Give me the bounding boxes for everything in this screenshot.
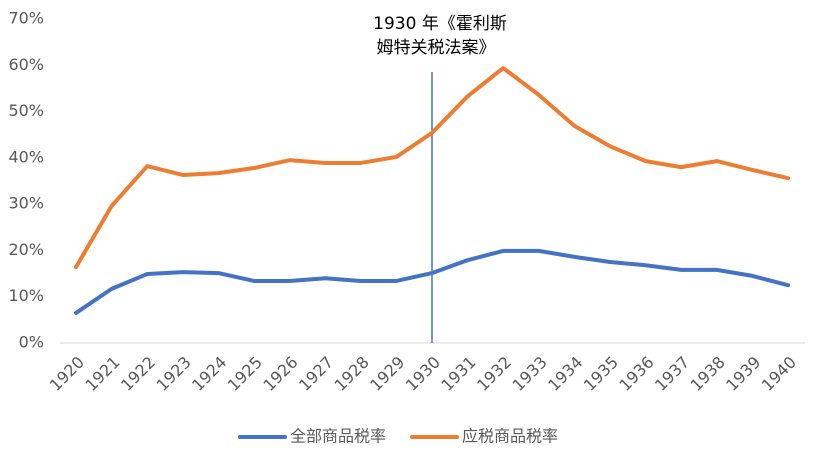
x-tick-label: 1937: [651, 353, 693, 395]
y-tick-label: 70%: [8, 9, 44, 28]
y-tick-label: 30%: [8, 194, 44, 213]
x-tick-label: 1938: [687, 353, 729, 395]
y-tick-label: 20%: [8, 240, 44, 259]
y-tick-label: 40%: [8, 147, 44, 166]
x-tick-label: 1924: [188, 353, 230, 395]
y-tick-label: 0%: [19, 333, 44, 352]
y-tick-label: 10%: [8, 286, 44, 305]
legend-label: 应税商品税率: [462, 427, 558, 446]
x-tick-label: 1928: [331, 353, 373, 395]
x-tick-label: 1926: [259, 353, 301, 395]
x-tick-label: 1931: [437, 353, 479, 395]
annotation-text: 1930 年《霍利斯: [373, 14, 507, 34]
x-tick-label: 1920: [46, 353, 88, 395]
series-line: [74, 248, 790, 315]
x-tick-label: 1930: [402, 353, 444, 395]
x-tick-label: 1932: [473, 353, 515, 395]
x-tick-label: 1921: [81, 353, 123, 395]
x-tick-label: 1939: [722, 353, 764, 395]
x-tick-label: 1934: [544, 353, 586, 395]
legend-label: 全部商品税率: [290, 427, 386, 446]
x-tick-label: 1929: [366, 353, 408, 395]
x-tick-label: 1936: [615, 353, 657, 395]
x-tick-label: 1922: [117, 353, 159, 395]
y-tick-label: 60%: [8, 55, 44, 74]
annotation-text: 姆特关税法案》: [377, 38, 496, 58]
x-tick-label: 1933: [509, 353, 551, 395]
x-tick-label: 1940: [758, 353, 800, 395]
series-line: [74, 66, 790, 270]
x-tick-label: 1923: [153, 353, 195, 395]
x-tick-label: 1935: [580, 353, 622, 395]
y-tick-label: 50%: [8, 101, 44, 120]
x-tick-label: 1927: [295, 353, 337, 395]
x-tick-label: 1925: [224, 353, 266, 395]
